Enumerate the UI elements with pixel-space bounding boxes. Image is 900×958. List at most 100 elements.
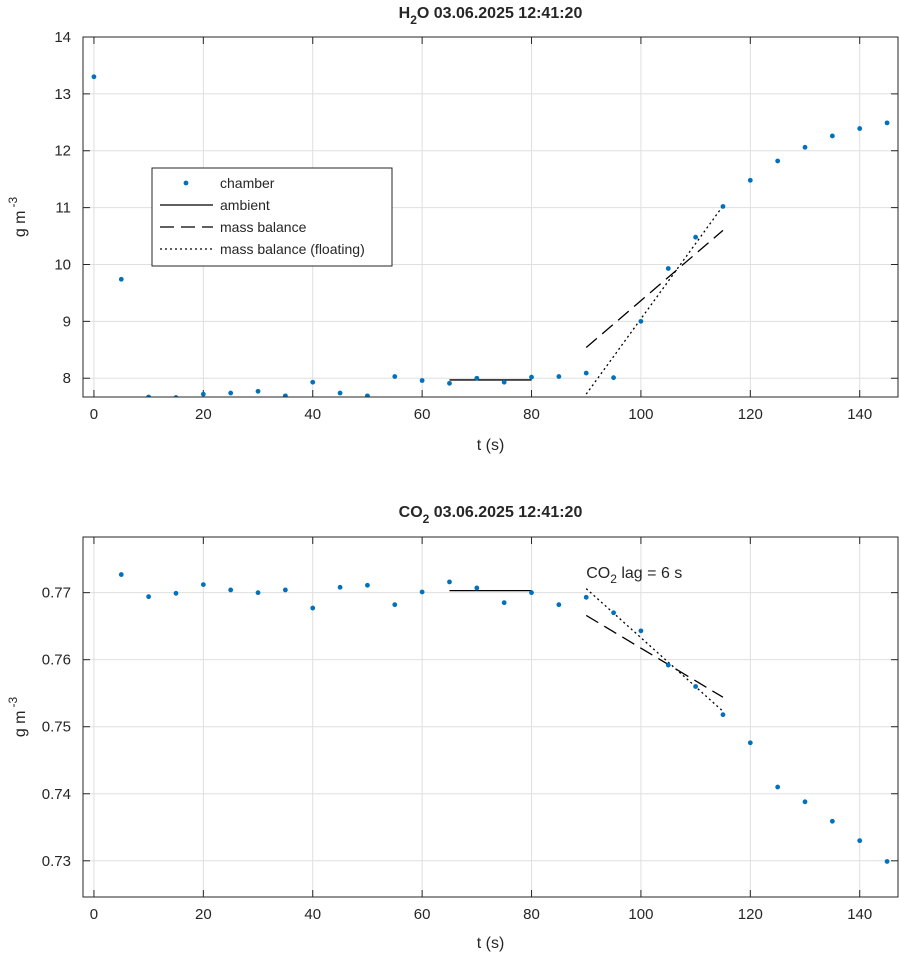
chamber-point: [146, 394, 152, 397]
y-tick-label: 0.75: [42, 719, 71, 736]
legend-label: chamber: [220, 175, 275, 191]
title-rest: O 03.06.2025 12:41:20: [417, 5, 583, 22]
chamber-point: [474, 375, 480, 381]
x-axis-label: t (s): [477, 935, 505, 952]
x-tick-label: 20: [195, 406, 212, 423]
title-subscript: 2: [423, 512, 430, 526]
legend-label: mass balance (floating): [220, 241, 365, 257]
chamber-point: [447, 579, 452, 585]
chamber-point: [802, 144, 808, 150]
chamber-point: [282, 393, 288, 397]
y-label-main: g m: [12, 711, 29, 738]
series-mass-balance-line: [585, 614, 724, 698]
chamber-point: [884, 859, 890, 864]
x-tick-label: 40: [304, 406, 321, 423]
chamber-point: [146, 594, 152, 600]
legend-item: ambient: [160, 197, 270, 213]
chart-2: 0 20 40 60 80 100 120 140 0.73 0.74 0.75 0.76 0.77 CO…: [6, 504, 899, 952]
title-main: CO: [399, 504, 423, 521]
y-tick-label: 13: [54, 86, 71, 103]
lag-annotation: CO2 lag = 6 s: [586, 565, 682, 586]
chamber-point: [255, 590, 261, 596]
y-label-superscript: -3: [6, 197, 20, 208]
chamber-point: [173, 590, 179, 596]
annotation-subscript: 2: [610, 572, 617, 586]
chamber-point: [474, 585, 480, 591]
chamber-point: [337, 390, 343, 396]
chamber-point: [747, 740, 753, 746]
x-tick-label: 60: [414, 906, 431, 923]
annotation-rest: lag = 6 s: [617, 565, 682, 582]
legend: chamber ambient mass balance mass balance (…: [151, 167, 393, 267]
y-axis-label: g m -3: [6, 197, 29, 238]
chamber-point: [857, 126, 863, 131]
y-tick-label: 12: [54, 143, 71, 160]
legend-item: chamber: [183, 175, 275, 191]
chamber-point: [310, 605, 316, 611]
chamber-point: [501, 600, 507, 606]
series-mass-balance-line: [585, 229, 724, 349]
chamber-point: [529, 374, 534, 380]
chamber-point: [118, 276, 124, 282]
chamber-point: [556, 374, 562, 379]
x-tick-label: 100: [628, 406, 653, 423]
chamber-point: [501, 379, 507, 385]
chamber-point: [829, 133, 835, 139]
legend-marker-chamber: [183, 180, 189, 186]
y-tick-label: 14: [54, 29, 71, 46]
chamber-point: [747, 177, 753, 183]
plot-area: [83, 537, 898, 897]
x-tick-label: 140: [847, 406, 872, 423]
legend-item: mass balance (floating): [160, 241, 365, 257]
x-tick-label: 100: [628, 906, 653, 923]
chamber-point: [720, 712, 726, 718]
chamber-point: [693, 684, 699, 689]
chamber-point: [365, 582, 370, 588]
annotation-main: CO: [586, 565, 610, 582]
x-tick-label: 0: [90, 406, 98, 423]
axes-box: [82, 36, 899, 398]
chamber-point: [665, 662, 671, 668]
x-tick-label: 80: [523, 906, 540, 923]
chamber-point: [720, 204, 726, 209]
y-axis-label: g m -3: [6, 697, 29, 738]
x-tick-label: 80: [523, 406, 540, 423]
chamber-point: [638, 318, 644, 324]
chamber-point: [693, 234, 699, 240]
x-tick-label: 140: [847, 906, 872, 923]
legend-item: mass balance: [160, 219, 307, 235]
series-mass-balance-floating--line: [585, 205, 724, 395]
y-tick-label: 11: [55, 200, 71, 217]
legend-label: mass balance: [220, 219, 307, 235]
legend-box: [151, 167, 393, 267]
chamber-point: [556, 602, 562, 608]
x-tick-label: 120: [738, 906, 763, 923]
chamber-point: [365, 393, 370, 397]
chamber-point: [529, 590, 534, 596]
x-tick-label: 60: [414, 406, 431, 423]
chamber-point: [282, 587, 288, 593]
chamber-point: [419, 378, 425, 383]
y-tick-label: 0.77: [42, 585, 71, 602]
chamber-point: [228, 390, 234, 396]
chamber-point: [228, 587, 234, 593]
chamber-point: [857, 838, 863, 844]
y-tick-label: 10: [54, 256, 71, 273]
chamber-point: [583, 370, 589, 376]
y-label-main: g m: [12, 211, 29, 238]
y-tick-label: 0.73: [42, 853, 71, 870]
chart-title: H2O 03.06.2025 12:41:20: [399, 5, 583, 27]
chamber-point: [665, 266, 671, 271]
x-tick-label: 40: [304, 906, 321, 923]
chamber-point: [310, 379, 316, 385]
title-subscript: 2: [410, 13, 417, 27]
chamber-point: [775, 158, 781, 164]
chamber-point: [91, 74, 97, 80]
y-tick-label: 8: [63, 370, 71, 387]
chamber-point: [118, 572, 124, 577]
legend-label: ambient: [220, 197, 270, 213]
title-main: H: [399, 5, 411, 22]
chamber-point: [829, 818, 835, 824]
